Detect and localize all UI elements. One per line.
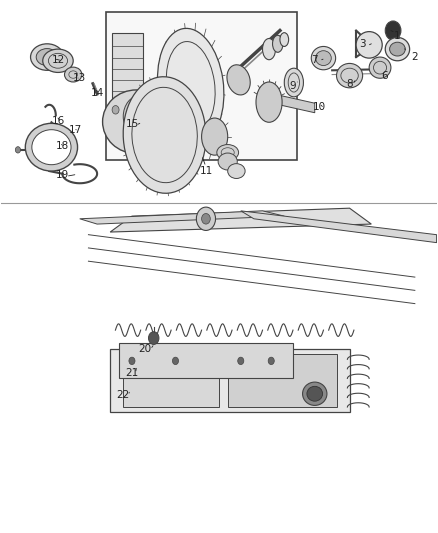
Text: 2: 2: [412, 52, 418, 62]
Ellipse shape: [356, 31, 382, 58]
Circle shape: [238, 357, 244, 365]
Ellipse shape: [123, 77, 206, 193]
Circle shape: [173, 357, 179, 365]
Ellipse shape: [369, 57, 391, 78]
Circle shape: [15, 147, 21, 153]
Ellipse shape: [336, 63, 363, 88]
Bar: [110, 349, 350, 413]
Circle shape: [129, 357, 135, 365]
Bar: [228, 354, 336, 407]
Polygon shape: [262, 92, 315, 113]
Ellipse shape: [227, 65, 250, 95]
Ellipse shape: [201, 118, 228, 155]
Text: 18: 18: [56, 141, 69, 151]
Ellipse shape: [280, 33, 289, 46]
Text: 21: 21: [125, 368, 138, 377]
Circle shape: [154, 106, 160, 114]
Ellipse shape: [32, 130, 71, 165]
Ellipse shape: [130, 103, 152, 130]
Ellipse shape: [385, 37, 410, 61]
Ellipse shape: [36, 49, 58, 66]
Ellipse shape: [158, 28, 224, 144]
Text: 17: 17: [69, 125, 82, 135]
Text: 16: 16: [51, 116, 64, 126]
Ellipse shape: [262, 38, 276, 60]
Bar: [123, 354, 219, 407]
Polygon shape: [241, 211, 437, 243]
Bar: [106, 12, 297, 160]
Text: 8: 8: [346, 78, 353, 88]
Ellipse shape: [303, 382, 327, 406]
Text: 1: 1: [394, 31, 401, 41]
Text: 9: 9: [290, 81, 296, 91]
Ellipse shape: [390, 42, 405, 56]
Ellipse shape: [123, 95, 158, 138]
Ellipse shape: [228, 164, 245, 179]
Ellipse shape: [25, 123, 78, 171]
Text: 22: 22: [117, 390, 130, 400]
Text: 14: 14: [91, 87, 104, 98]
Ellipse shape: [256, 82, 282, 122]
Circle shape: [201, 214, 210, 224]
Ellipse shape: [135, 110, 146, 123]
Text: 11: 11: [199, 166, 212, 176]
Polygon shape: [80, 211, 284, 224]
Circle shape: [148, 332, 159, 344]
Ellipse shape: [284, 68, 304, 97]
Circle shape: [268, 357, 274, 365]
Circle shape: [196, 207, 215, 230]
Ellipse shape: [272, 35, 283, 52]
Text: 15: 15: [125, 119, 138, 130]
Bar: [113, 33, 143, 108]
Text: 13: 13: [73, 73, 86, 83]
Circle shape: [133, 141, 140, 150]
Ellipse shape: [311, 46, 336, 70]
Text: 20: 20: [138, 344, 152, 354]
Ellipse shape: [218, 153, 237, 170]
Ellipse shape: [217, 144, 239, 160]
Ellipse shape: [102, 90, 170, 154]
Text: 6: 6: [381, 70, 388, 80]
Ellipse shape: [64, 67, 82, 82]
Circle shape: [112, 106, 119, 114]
Text: 12: 12: [51, 55, 64, 64]
Text: 7: 7: [311, 55, 318, 64]
Ellipse shape: [43, 49, 73, 72]
Ellipse shape: [31, 44, 64, 70]
Ellipse shape: [316, 51, 331, 66]
Ellipse shape: [307, 386, 322, 401]
Text: 10: 10: [313, 102, 326, 112]
Bar: [119, 343, 293, 378]
Circle shape: [385, 21, 401, 40]
Text: 19: 19: [56, 171, 69, 180]
Polygon shape: [110, 208, 371, 232]
Text: 3: 3: [359, 39, 366, 49]
